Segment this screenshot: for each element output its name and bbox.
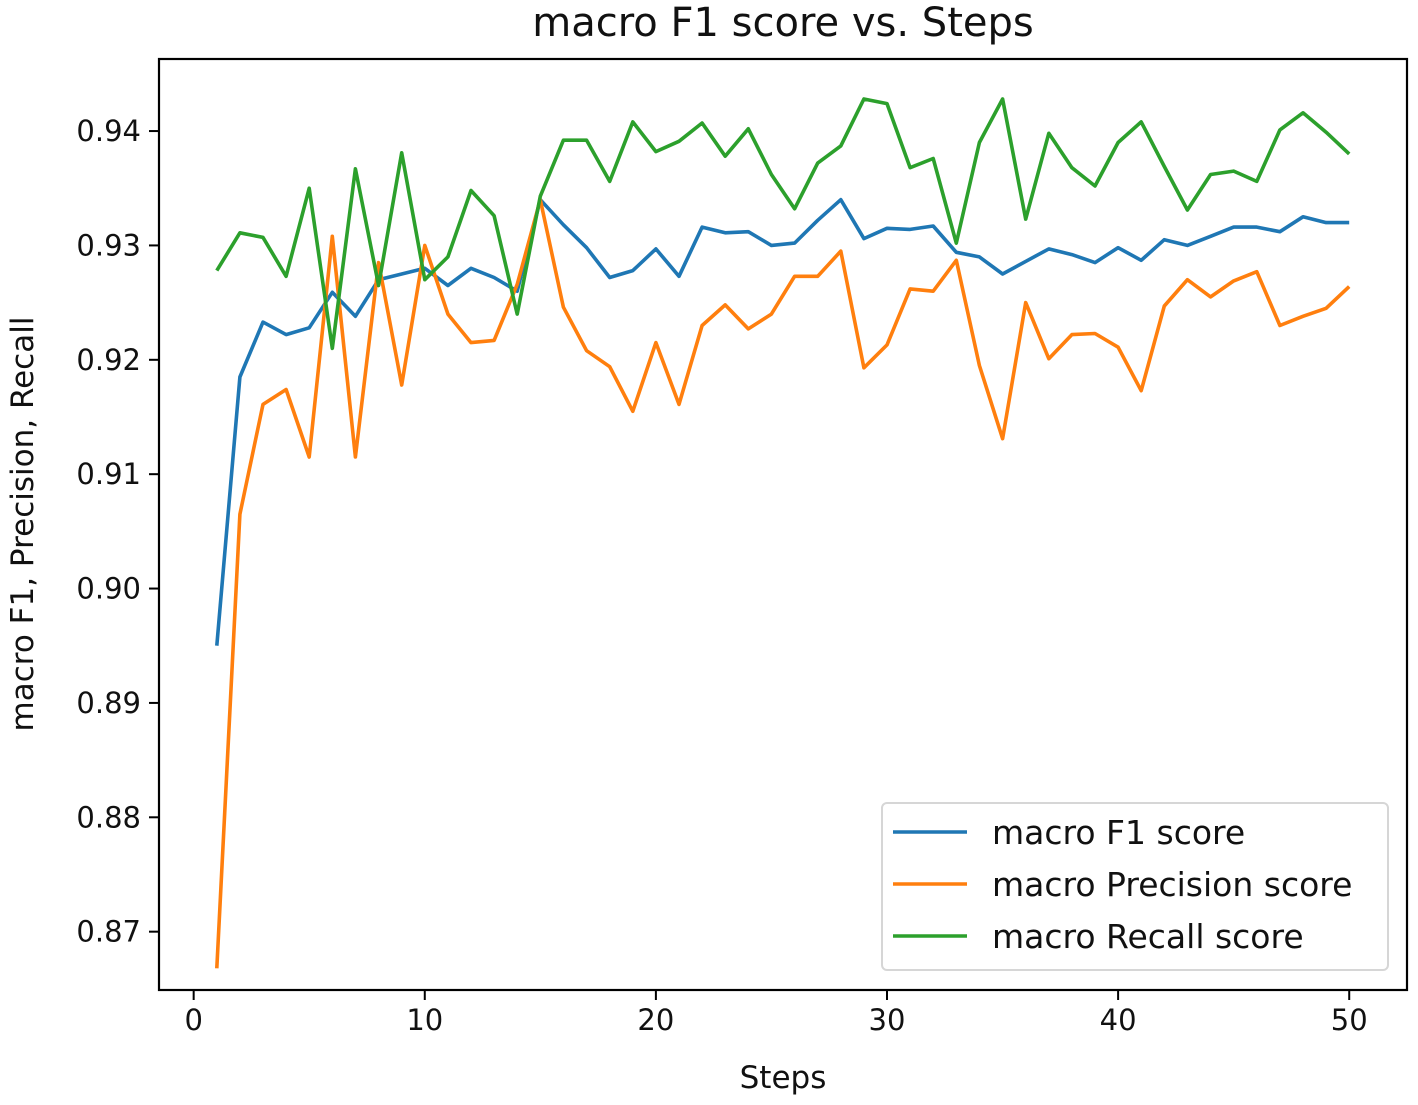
y-tick-label: 0.87 <box>76 915 141 949</box>
x-tick-label: 20 <box>637 1003 674 1037</box>
y-tick-label: 0.89 <box>76 686 141 720</box>
legend-label-2: macro Precision score <box>992 865 1352 904</box>
series-line-1 <box>215 197 1350 646</box>
series-line-3 <box>215 97 1351 351</box>
x-tick-label: 40 <box>1100 1003 1137 1037</box>
series-line-2 <box>215 197 1351 969</box>
y-axis-label: macro F1, Precision, Recall <box>5 317 41 732</box>
y-tick-label: 0.94 <box>76 114 141 148</box>
legend-label-3: macro Recall score <box>992 917 1304 956</box>
y-tick-label: 0.91 <box>76 457 141 491</box>
x-tick-label: 50 <box>1331 1003 1368 1037</box>
y-tick-label: 0.88 <box>76 800 141 834</box>
y-axis-ticks: 0.87 0.88 0.89 0.90 0.91 0.92 0.93 0.94 <box>76 114 159 949</box>
y-tick-label: 0.92 <box>76 343 141 377</box>
x-axis-label: Steps <box>740 1060 827 1096</box>
y-tick-label: 0.90 <box>76 572 141 606</box>
series-layer <box>215 97 1351 969</box>
chart-title: macro F1 score vs. Steps <box>532 0 1033 46</box>
legend-frame <box>881 802 1389 971</box>
axes-frame <box>157 57 1409 992</box>
x-tick-label: 10 <box>406 1003 443 1037</box>
y-tick-label: 0.93 <box>76 228 141 262</box>
legend-label-1: macro F1 score <box>992 813 1245 852</box>
x-axis-ticks: 0 10 20 30 40 50 <box>184 990 1368 1037</box>
legend: macro F1 score macro Precision score macro… <box>881 802 1389 971</box>
x-tick-label: 30 <box>869 1003 906 1037</box>
x-tick-label: 0 <box>184 1003 202 1037</box>
